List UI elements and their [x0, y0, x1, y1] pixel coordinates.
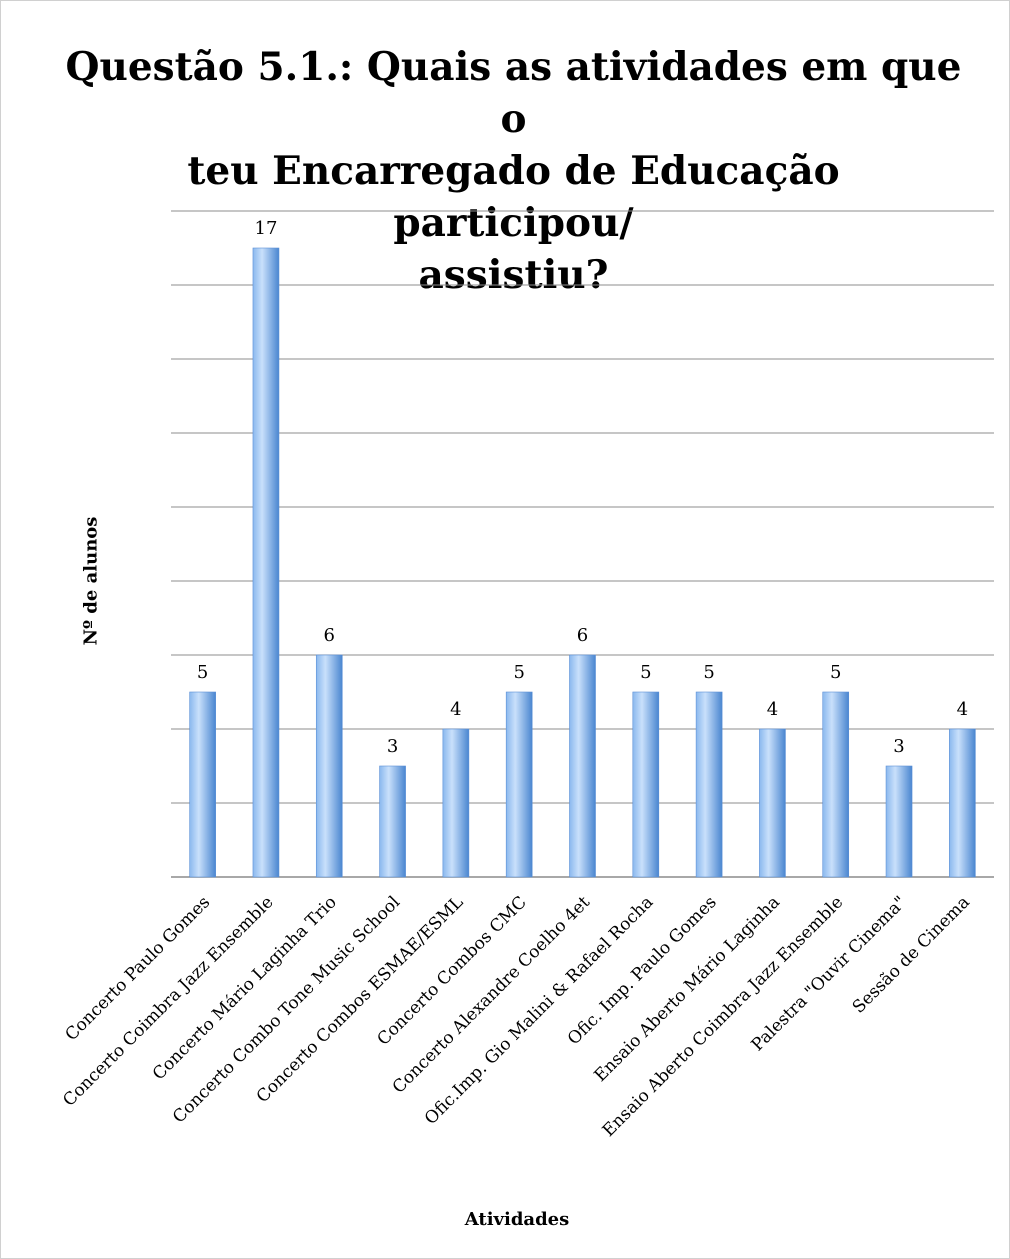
bar	[822, 691, 850, 878]
bar	[885, 765, 913, 878]
bar	[379, 765, 406, 878]
data-label: 5	[703, 662, 714, 683]
bars	[189, 247, 976, 878]
data-label: 5	[197, 662, 208, 683]
data-label: 6	[324, 625, 335, 646]
bar	[189, 691, 216, 878]
bar	[695, 691, 723, 878]
data-label: 4	[767, 699, 778, 720]
data-label: 5	[513, 662, 524, 683]
x-tick-label: Concerto Combo Tone Music School	[169, 892, 404, 1127]
data-label: 4	[450, 699, 461, 720]
bar	[505, 691, 533, 878]
x-tick-label: Sessão de Cinema	[849, 892, 974, 1017]
bar	[949, 728, 976, 878]
bar	[759, 728, 786, 878]
x-tick-label: Ensaio Aberto Coimbra Jazz Ensemble	[599, 892, 847, 1140]
bar	[252, 247, 280, 878]
data-labels: 5 17 6 3 4 5 6 5 5 4 5 3 4	[197, 218, 968, 757]
data-label: 6	[577, 625, 588, 646]
bar	[569, 654, 596, 878]
x-tick-label: Ofic.Imp. Gio Malini & Rafael Rocha	[421, 892, 657, 1128]
x-axis-label: Atividades	[464, 1209, 570, 1230]
data-label: 17	[255, 218, 278, 239]
data-label: 5	[830, 662, 841, 683]
chart-title: Questão 5.1.: Quais as atividades em que…	[65, 44, 962, 298]
bar	[442, 728, 470, 878]
data-label: 5	[640, 662, 651, 683]
data-label: 3	[387, 736, 398, 757]
bar	[315, 654, 343, 878]
bar	[632, 691, 660, 878]
data-label: 3	[893, 736, 904, 757]
data-label: 4	[957, 699, 968, 720]
